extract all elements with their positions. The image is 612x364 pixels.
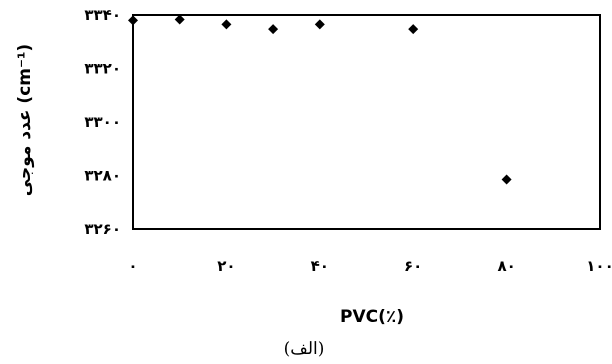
x-tick-label: ۰ [128,257,137,275]
y-tick-labels: ۳۲۶۰ ۳۲۸۰ ۳۳۰۰ ۳۳۲۰ ۳۳۴۰ [84,6,121,238]
data-point [221,19,232,30]
x-axis-title: PVC(٪) [340,307,404,327]
x-tick-label: ۴۰ [311,257,329,275]
x-tick-label: ۲۰ [217,257,235,275]
data-point [314,19,325,30]
figure-caption: (الف) [284,339,325,359]
y-tick-label: ۳۲۸۰ [84,167,121,185]
y-tick-label: ۳۳۲۰ [84,60,121,78]
plot-area [132,14,601,230]
data-point [501,174,512,185]
data-point [128,15,138,26]
x-tick-label: ۶۰ [404,257,422,275]
x-tick-labels: ۰ ۲۰ ۴۰ ۶۰ ۸۰ ۱۰۰ [128,257,612,275]
y-tick-label: ۳۳۰۰ [84,113,121,131]
y-tick-label: ۳۲۶۰ [84,220,121,238]
data-point [408,24,419,35]
data-points [128,14,512,185]
data-point [268,24,279,35]
x-tick-label: ۸۰ [497,257,515,275]
x-tick-label: ۱۰۰ [586,257,612,275]
y-tick-label: ۳۳۴۰ [84,6,121,24]
data-point [174,14,185,25]
y-axis-title: عدد موجی (cm⁻¹) [15,44,35,196]
